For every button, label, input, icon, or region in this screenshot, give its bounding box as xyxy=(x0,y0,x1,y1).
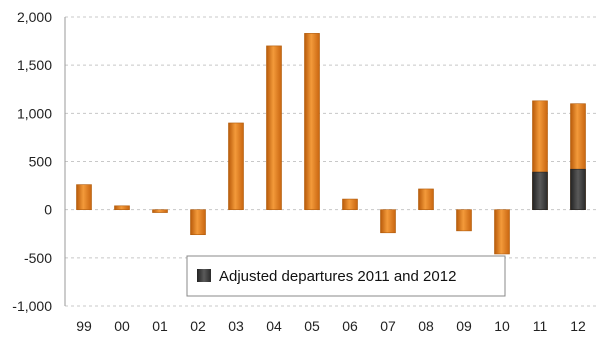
x-tick-label: 08 xyxy=(418,318,434,334)
bars xyxy=(76,33,586,255)
x-tick-label: 04 xyxy=(266,318,282,334)
bar xyxy=(266,45,282,210)
y-tick-label: 1,000 xyxy=(17,105,52,121)
y-tick-label: 500 xyxy=(29,154,53,170)
legend-swatch xyxy=(197,269,211,282)
bar xyxy=(380,209,396,234)
y-axis: 2,000 1,500 1,000 500 0 -500 -1,000 xyxy=(12,9,66,314)
x-tick-label: 06 xyxy=(342,318,358,334)
legend-label: Adjusted departures 2011 and 2012 xyxy=(219,268,456,285)
y-tick-label: 2,000 xyxy=(17,9,52,25)
x-tick-label: 05 xyxy=(304,318,320,334)
bar xyxy=(418,188,434,210)
legend-box xyxy=(186,255,506,297)
bar xyxy=(190,209,206,236)
bar xyxy=(456,209,472,232)
y-tick-label: 0 xyxy=(44,202,52,218)
bar xyxy=(228,122,244,210)
legend: Adjusted departures 2011 and 2012 xyxy=(186,255,506,297)
bar xyxy=(152,209,168,213)
bar xyxy=(114,205,130,210)
bar-adjusted xyxy=(532,171,548,210)
y-tick-label: 1,500 xyxy=(17,57,52,73)
x-tick-label: 01 xyxy=(152,318,168,334)
bar xyxy=(494,209,510,255)
y-tick-label: -500 xyxy=(24,250,52,266)
x-tick-label: 11 xyxy=(533,318,548,334)
y-tick-label: -1,000 xyxy=(12,298,52,314)
bar-adjusted xyxy=(570,168,586,210)
x-tick-label: 10 xyxy=(494,318,510,334)
x-tick-label: 12 xyxy=(570,318,586,334)
bar xyxy=(304,33,320,210)
x-tick-label: 07 xyxy=(380,318,396,334)
x-tick-label: 00 xyxy=(114,318,130,334)
bar xyxy=(76,184,92,210)
x-axis: 99 00 01 02 03 04 05 06 07 08 09 10 11 12 xyxy=(76,318,586,334)
x-tick-label: 02 xyxy=(190,318,206,334)
x-tick-label: 03 xyxy=(228,318,244,334)
x-tick-label: 99 xyxy=(76,318,92,334)
bar xyxy=(342,198,358,210)
x-tick-label: 09 xyxy=(456,318,472,334)
